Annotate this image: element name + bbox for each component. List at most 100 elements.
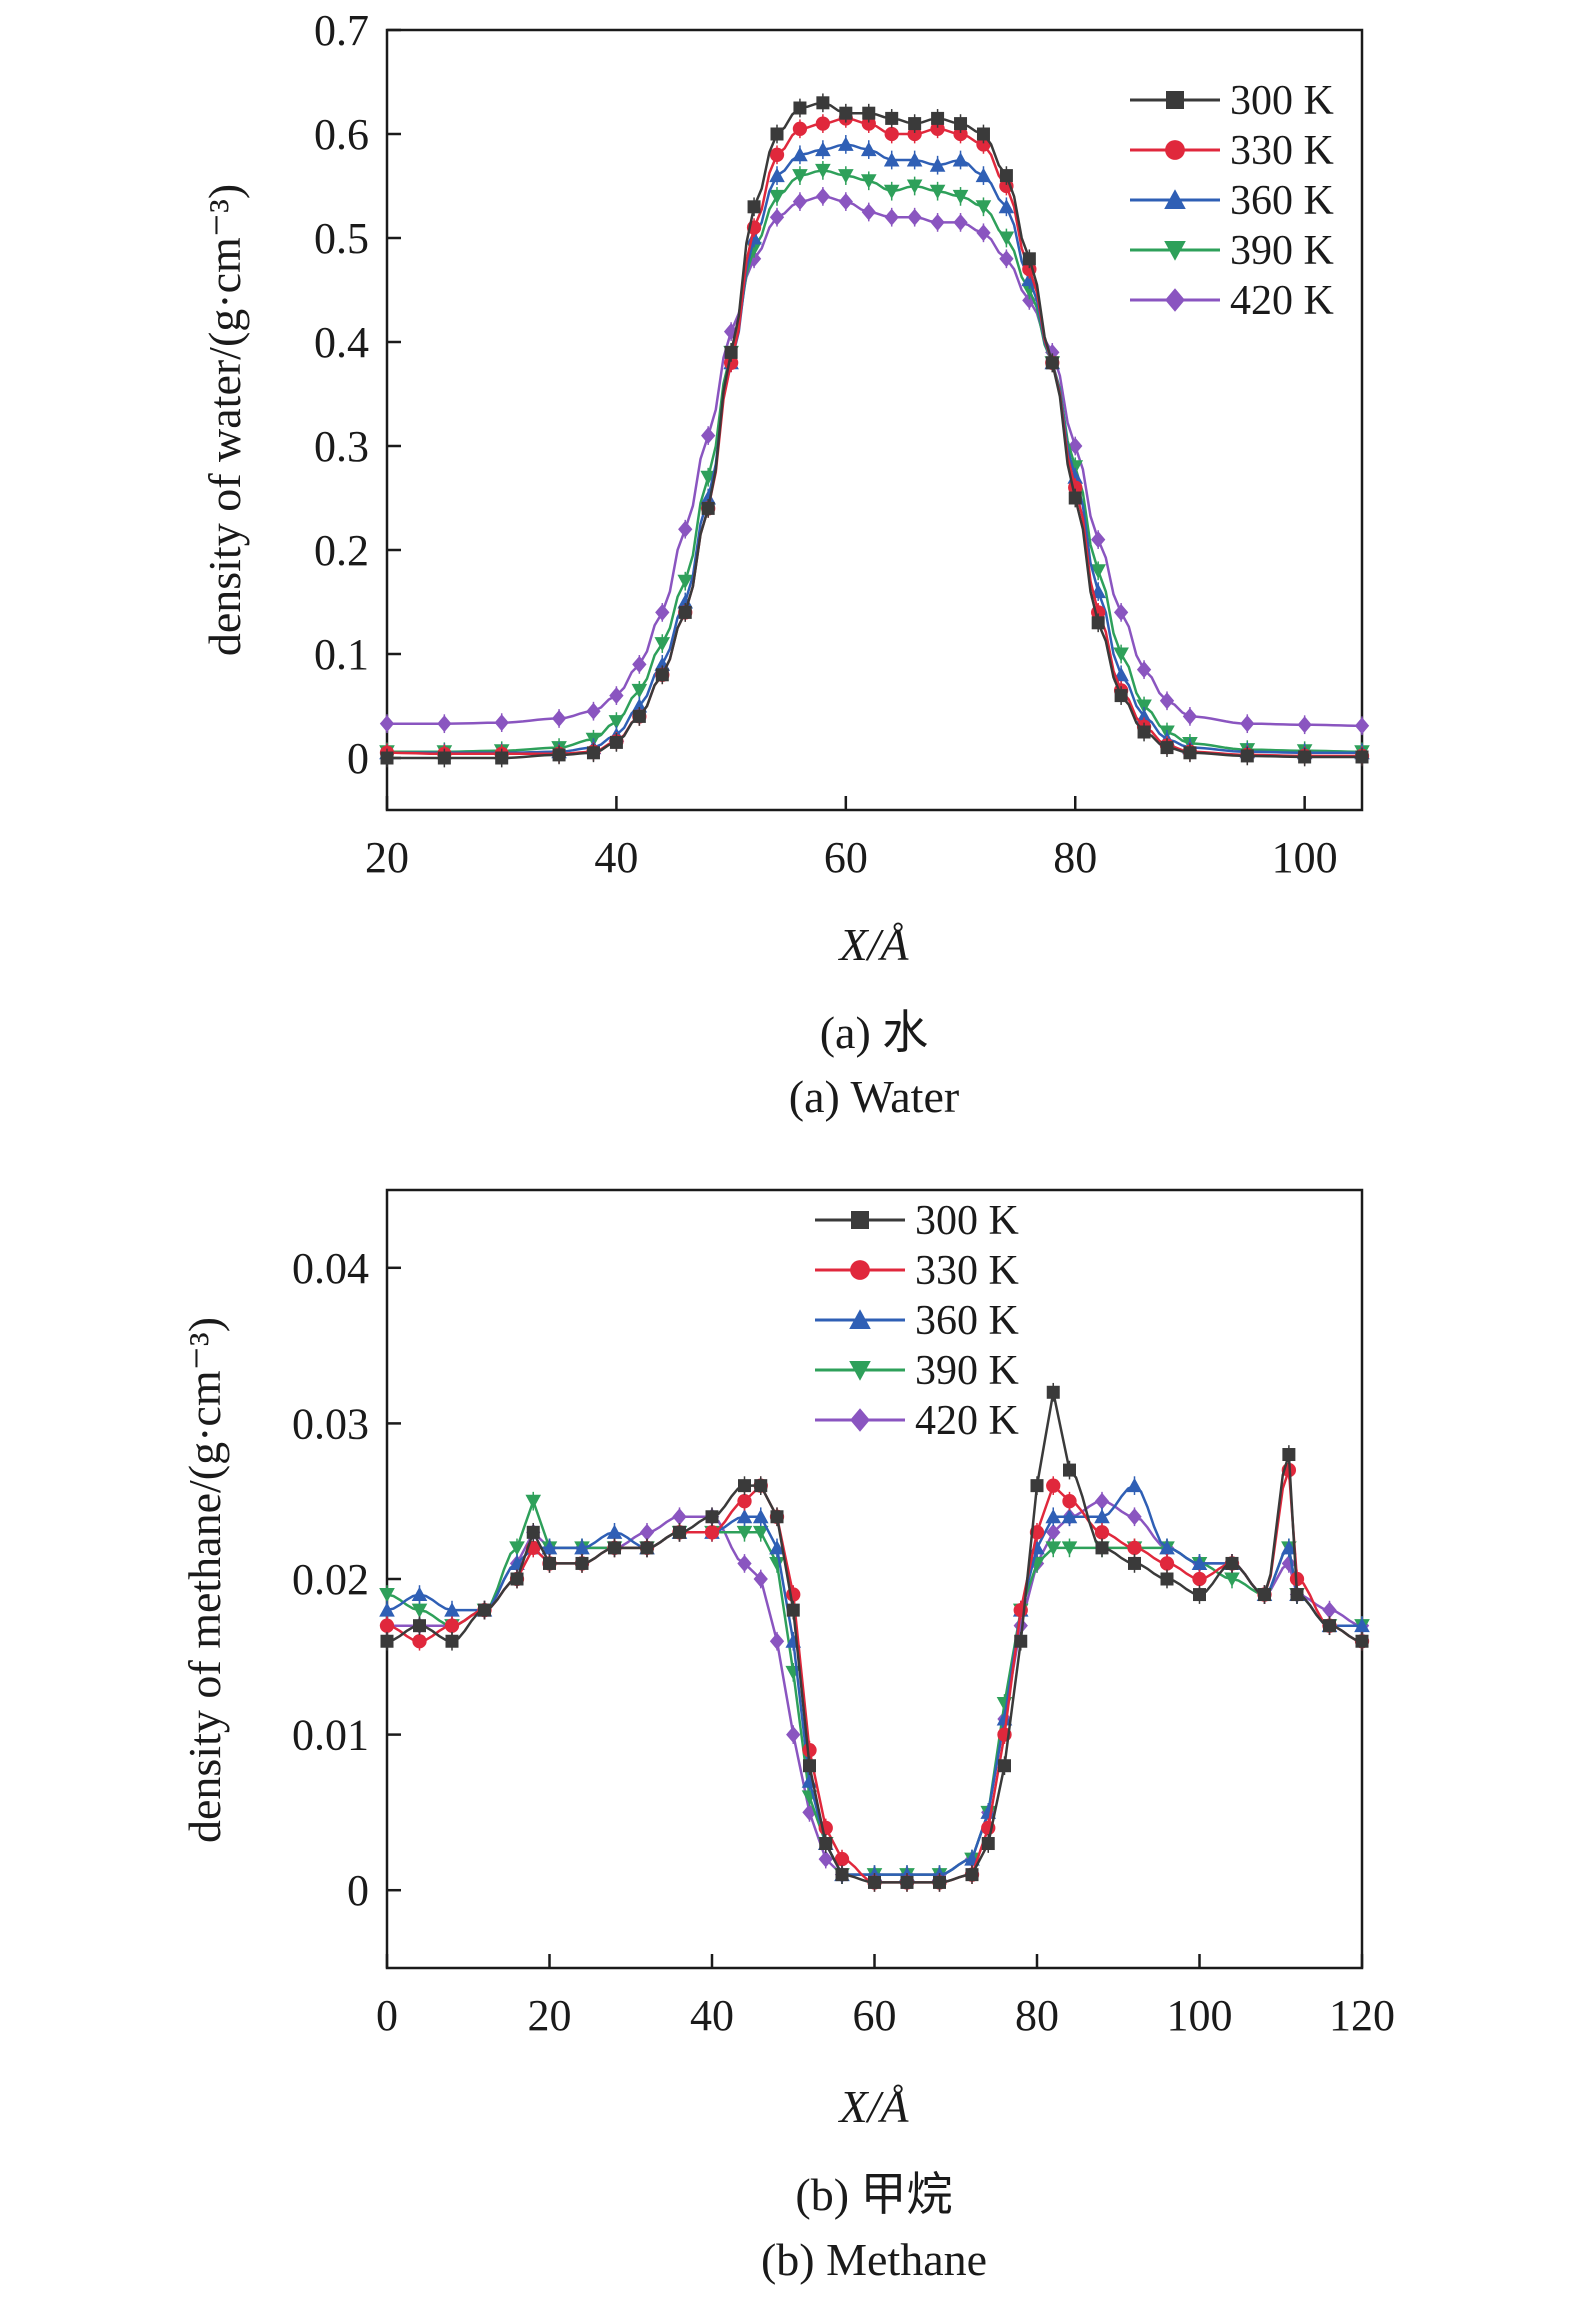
data-point	[1191, 1555, 1208, 1570]
series-line	[387, 169, 1363, 754]
data-point	[1224, 1572, 1240, 1587]
data-point	[1095, 1541, 1109, 1555]
legend-marker	[1166, 91, 1184, 109]
data-point	[1062, 1494, 1077, 1509]
data-point	[724, 345, 738, 359]
caption-en: (a) Water	[789, 1071, 959, 1122]
legend-marker	[849, 1309, 871, 1329]
y-axis-label: density of methane/(g·cm⁻³)	[179, 1317, 230, 1843]
data-point	[908, 117, 922, 131]
y-tick-label: 0.6	[314, 110, 369, 159]
y-tick-label: 0.5	[314, 214, 369, 263]
data-point	[1090, 564, 1106, 579]
y-tick-label: 0.02	[292, 1555, 369, 1604]
data-point	[933, 1875, 946, 1889]
data-point	[631, 683, 648, 699]
data-point	[975, 200, 992, 215]
data-point	[883, 184, 900, 199]
series-330-K	[379, 1460, 1370, 1892]
data-point	[747, 200, 761, 214]
data-point	[737, 1494, 752, 1509]
data-point	[976, 127, 990, 141]
data-point	[953, 126, 968, 142]
methane-density-chart: 0 20 40 60 80 100 120 0 0.01 0.02 0.03 0.04 300 K33…	[179, 1188, 1395, 2285]
data-point	[445, 1634, 459, 1648]
data-point	[1068, 491, 1082, 505]
y-tick-label: 0.4	[314, 318, 369, 367]
data-point	[673, 1525, 686, 1539]
data-point	[929, 184, 946, 199]
data-point	[803, 1759, 816, 1773]
data-point	[1091, 531, 1106, 549]
data-point	[769, 1632, 785, 1650]
y-tick-label: 0.7	[314, 6, 369, 55]
x-tick-label: 100	[1167, 1991, 1233, 2040]
data-point	[495, 751, 509, 765]
data-point	[1354, 1617, 1370, 1633]
data-point	[437, 751, 451, 765]
data-point	[818, 1850, 833, 1868]
data-point	[1322, 1601, 1337, 1619]
data-point	[816, 96, 830, 110]
data-point	[999, 169, 1013, 183]
data-point	[1136, 708, 1152, 723]
data-point	[815, 187, 831, 205]
data-point	[815, 141, 831, 157]
data-point	[1014, 1634, 1028, 1648]
data-point	[975, 167, 992, 183]
y-tick-label: 0.03	[292, 1399, 369, 1448]
series-line	[387, 143, 1362, 755]
data-point	[834, 1851, 850, 1867]
y-tick-label: 0.2	[314, 526, 369, 575]
data-point	[815, 116, 831, 131]
data-point	[954, 117, 968, 131]
data-point	[769, 1556, 785, 1572]
y-tick-label: 0	[347, 734, 369, 783]
data-point	[705, 1510, 719, 1524]
data-point	[736, 1525, 753, 1541]
legend-label: 360 K	[915, 1298, 1019, 1344]
data-point	[1046, 1385, 1060, 1399]
data-point	[574, 1540, 590, 1555]
data-point	[608, 715, 625, 730]
data-point	[1114, 689, 1128, 703]
data-point	[1063, 1463, 1076, 1477]
legend-label: 300 K	[915, 1198, 1019, 1244]
data-point	[952, 189, 969, 205]
data-point	[1126, 1477, 1143, 1493]
data-point	[976, 224, 991, 242]
data-point	[609, 687, 624, 705]
data-point	[1159, 692, 1175, 710]
data-point	[1136, 661, 1152, 679]
data-point	[678, 605, 692, 619]
data-point	[884, 208, 899, 226]
x-tick-label: 100	[1272, 833, 1338, 882]
data-point	[1240, 749, 1254, 763]
series-390-K	[379, 161, 1370, 762]
data-point	[1113, 647, 1129, 662]
data-point	[752, 1508, 769, 1524]
y-tick-label: 0.01	[292, 1711, 369, 1760]
data-point	[906, 179, 923, 194]
series-line	[386, 1392, 1363, 1884]
data-point	[631, 698, 648, 713]
legend-marker	[850, 1260, 870, 1280]
data-point	[437, 715, 452, 733]
data-point	[677, 574, 694, 589]
data-point	[1045, 1541, 1062, 1556]
caption-cn: (a) 水	[820, 1007, 929, 1058]
data-point	[965, 1868, 979, 1882]
legend-marker	[851, 1211, 869, 1229]
data-point	[815, 163, 831, 179]
data-point	[769, 167, 785, 183]
data-point	[552, 748, 566, 762]
data-point	[1297, 716, 1312, 734]
data-point	[1094, 1492, 1110, 1510]
data-point	[786, 1587, 801, 1602]
data-point	[1183, 746, 1197, 760]
data-point	[1061, 1541, 1078, 1556]
data-point	[860, 141, 877, 157]
data-point	[838, 136, 854, 151]
